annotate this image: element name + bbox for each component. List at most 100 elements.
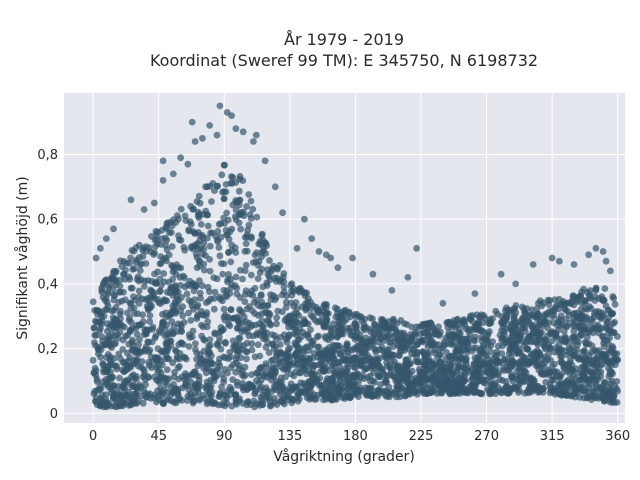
data-point bbox=[334, 333, 341, 340]
data-point bbox=[224, 278, 231, 286]
data-point bbox=[471, 290, 479, 297]
data-point bbox=[130, 247, 138, 255]
data-point bbox=[369, 340, 377, 347]
data-point bbox=[127, 326, 134, 334]
data-point bbox=[295, 383, 302, 390]
data-point bbox=[511, 383, 519, 391]
data-point bbox=[174, 295, 181, 303]
data-point bbox=[184, 160, 192, 168]
data-point bbox=[110, 225, 117, 233]
data-point bbox=[273, 264, 281, 272]
data-point bbox=[421, 383, 429, 390]
data-point bbox=[206, 267, 214, 275]
data-point bbox=[601, 378, 608, 386]
data-point bbox=[352, 325, 360, 333]
data-point bbox=[206, 256, 214, 263]
data-point bbox=[135, 241, 143, 249]
data-point bbox=[523, 305, 531, 312]
data-point bbox=[183, 290, 191, 298]
data-point bbox=[317, 350, 325, 358]
data-point bbox=[600, 397, 608, 405]
data-point bbox=[136, 321, 143, 329]
data-point bbox=[135, 341, 142, 349]
data-point bbox=[193, 198, 201, 205]
data-point bbox=[203, 211, 211, 219]
data-point bbox=[460, 386, 468, 394]
data-point bbox=[408, 350, 416, 358]
data-point bbox=[280, 283, 288, 291]
data-point bbox=[218, 327, 226, 334]
data-point bbox=[592, 284, 600, 292]
data-point bbox=[305, 347, 312, 354]
data-point bbox=[391, 337, 399, 345]
data-point bbox=[585, 351, 593, 359]
data-point bbox=[242, 348, 250, 355]
data-point bbox=[137, 363, 145, 371]
data-point bbox=[216, 252, 224, 260]
data-point bbox=[254, 262, 262, 269]
data-point bbox=[94, 310, 101, 318]
data-point bbox=[241, 298, 249, 305]
data-point bbox=[284, 349, 292, 357]
data-point bbox=[337, 350, 345, 358]
data-point bbox=[113, 324, 120, 332]
data-point bbox=[380, 352, 388, 359]
data-point bbox=[125, 392, 133, 399]
data-point bbox=[278, 364, 286, 371]
data-point bbox=[455, 375, 463, 383]
data-point bbox=[333, 383, 341, 391]
data-point bbox=[214, 228, 222, 235]
data-point bbox=[194, 301, 202, 309]
data-point bbox=[484, 355, 491, 362]
data-point bbox=[218, 171, 226, 179]
data-point bbox=[232, 179, 240, 186]
data-point bbox=[180, 319, 188, 326]
data-point bbox=[498, 313, 506, 320]
data-point bbox=[188, 118, 196, 126]
data-point bbox=[303, 362, 310, 370]
data-point bbox=[120, 288, 127, 296]
data-point bbox=[389, 371, 397, 378]
data-point bbox=[127, 196, 135, 204]
data-point bbox=[220, 188, 228, 195]
data-point bbox=[266, 394, 273, 402]
data-point bbox=[417, 358, 425, 366]
data-point bbox=[553, 302, 561, 309]
data-point bbox=[227, 306, 235, 314]
data-point bbox=[184, 281, 192, 288]
chart-title: År 1979 - 2019 bbox=[284, 30, 404, 49]
data-point bbox=[266, 310, 274, 318]
data-point bbox=[489, 338, 496, 346]
x-tick-labels: 0 45 90 135 180 225 270 315 360 bbox=[89, 429, 630, 444]
data-point bbox=[563, 351, 571, 359]
data-point bbox=[258, 253, 265, 261]
data-point bbox=[210, 305, 218, 313]
data-point bbox=[276, 390, 284, 398]
data-point bbox=[146, 318, 154, 325]
data-point bbox=[544, 319, 552, 326]
data-point bbox=[371, 321, 378, 328]
data-point bbox=[162, 309, 170, 317]
data-point bbox=[293, 305, 301, 312]
data-point bbox=[508, 371, 516, 378]
data-point bbox=[295, 312, 303, 319]
data-point bbox=[308, 362, 316, 369]
data-point bbox=[200, 266, 208, 274]
data-point bbox=[237, 225, 245, 233]
data-point bbox=[227, 258, 235, 266]
data-point bbox=[191, 243, 199, 250]
data-point bbox=[243, 386, 251, 393]
data-point bbox=[116, 374, 123, 382]
data-point bbox=[267, 296, 275, 304]
data-point bbox=[136, 336, 143, 343]
data-point bbox=[578, 299, 586, 307]
data-point bbox=[599, 248, 607, 255]
data-point bbox=[570, 352, 578, 360]
data-point bbox=[165, 331, 173, 338]
data-point bbox=[520, 316, 528, 324]
data-point bbox=[500, 367, 508, 374]
data-point bbox=[178, 373, 186, 381]
data-point bbox=[336, 374, 343, 382]
data-point bbox=[185, 309, 192, 317]
data-point bbox=[323, 316, 331, 323]
